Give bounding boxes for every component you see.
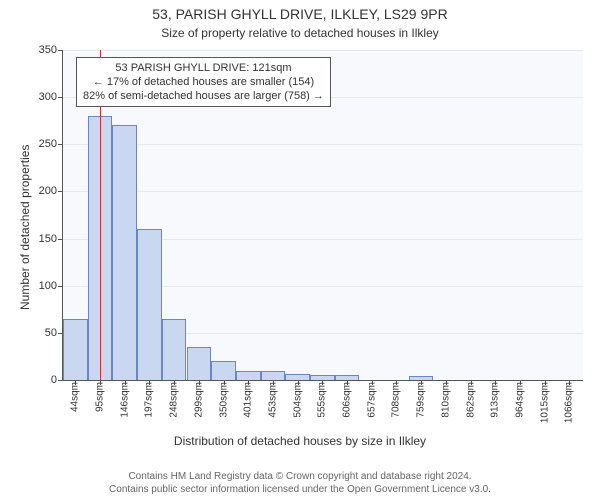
annotation-box: 53 PARISH GHYLL DRIVE: 121sqm← 17% of de… <box>76 57 331 108</box>
xtick-label: 964sqm <box>514 382 525 418</box>
ytick-label: 350 <box>39 44 57 56</box>
xtick-label: 810sqm <box>440 382 451 418</box>
gridline <box>63 50 583 51</box>
xtick-label: 708sqm <box>391 382 402 418</box>
xtick-label: 146sqm <box>119 382 130 418</box>
xtick-label: 453sqm <box>267 382 278 418</box>
ytick-label: 150 <box>39 233 57 245</box>
x-axis-label: Distribution of detached houses by size … <box>0 434 600 448</box>
bar <box>112 125 137 380</box>
footer-line-1: Contains HM Land Registry data © Crown c… <box>0 471 600 484</box>
xtick-label: 759sqm <box>416 382 427 418</box>
annotation-line: ← 17% of detached houses are smaller (15… <box>83 75 324 89</box>
xtick-label: 401sqm <box>243 382 254 418</box>
xtick-label: 606sqm <box>342 382 353 418</box>
xtick-label: 504sqm <box>292 382 303 418</box>
ytick-mark <box>58 97 63 98</box>
xtick-label: 248sqm <box>169 382 180 418</box>
ytick-mark <box>58 191 63 192</box>
xtick-label: 95sqm <box>95 382 106 412</box>
xtick-label: 299sqm <box>193 382 204 418</box>
ytick-mark <box>58 144 63 145</box>
ytick-mark <box>58 286 63 287</box>
ytick-mark <box>58 239 63 240</box>
annotation-line: 82% of semi-detached houses are larger (… <box>83 89 324 103</box>
xtick-label: 350sqm <box>218 382 229 418</box>
chart-title: 53, PARISH GHYLL DRIVE, ILKLEY, LS29 9PR <box>0 6 600 22</box>
chart-container: { "title": "53, PARISH GHYLL DRIVE, ILKL… <box>0 0 600 500</box>
bar <box>137 229 162 380</box>
xtick-label: 555sqm <box>317 382 328 418</box>
bar <box>162 319 187 380</box>
xtick-label: 1066sqm <box>564 382 575 423</box>
bar <box>236 371 261 380</box>
xtick-label: 862sqm <box>465 382 476 418</box>
ytick-label: 250 <box>39 138 57 150</box>
footer: Contains HM Land Registry data © Crown c… <box>0 471 600 496</box>
ytick-label: 200 <box>39 185 57 197</box>
gridline <box>63 144 583 145</box>
ytick-label: 50 <box>45 327 57 339</box>
annotation-line: 53 PARISH GHYLL DRIVE: 121sqm <box>83 61 324 75</box>
ytick-mark <box>58 50 63 51</box>
xtick-label: 197sqm <box>144 382 155 418</box>
ytick-mark <box>58 380 63 381</box>
ytick-label: 0 <box>51 374 57 386</box>
xtick-label: 657sqm <box>366 382 377 418</box>
chart-subtitle: Size of property relative to detached ho… <box>0 26 600 40</box>
plot-area: 05010015020025030035044sqm95sqm146sqm197… <box>62 50 583 381</box>
bar <box>187 347 212 380</box>
xtick-label: 1015sqm <box>539 382 550 423</box>
bar <box>261 371 286 380</box>
gridline <box>63 191 583 192</box>
xtick-label: 44sqm <box>70 382 81 412</box>
xtick-label: 913sqm <box>490 382 501 418</box>
y-axis-label: Number of detached properties <box>18 145 32 310</box>
ytick-label: 300 <box>39 91 57 103</box>
ytick-label: 100 <box>39 280 57 292</box>
bar <box>63 319 88 380</box>
bar <box>211 361 236 380</box>
footer-line-2: Contains public sector information licen… <box>0 484 600 497</box>
